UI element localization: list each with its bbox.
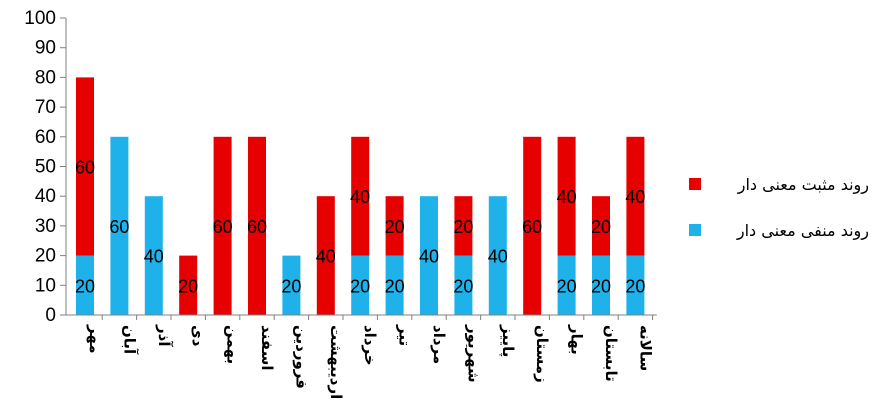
x-tick-label: زمستان	[533, 325, 551, 383]
y-tick-label: 0	[45, 305, 56, 326]
x-tick-label: تابستان	[602, 325, 620, 382]
bar-segment	[557, 136, 576, 256]
data-label: 20	[625, 276, 645, 296]
y-tick-label: 50	[35, 157, 56, 178]
data-label: 60	[109, 217, 129, 237]
bar-segment	[523, 136, 542, 315]
bar-segment	[385, 255, 404, 315]
data-label: 40	[419, 247, 439, 267]
legend-swatch	[689, 178, 701, 190]
y-tick-label: 70	[35, 97, 56, 118]
x-tick-label: اسفند	[258, 325, 276, 370]
bars	[76, 77, 645, 315]
bar-segment	[76, 255, 94, 315]
x-tick-label: اردیبهشت	[327, 325, 345, 399]
bar-segment	[488, 196, 507, 315]
x-tick-label: آبان	[120, 325, 138, 355]
bar-segment	[110, 136, 129, 315]
x-tick-label: خرداد	[361, 325, 379, 366]
data-label: 20	[385, 217, 405, 237]
bar-segment	[420, 196, 438, 315]
data-label: 40	[625, 187, 645, 207]
bar-segment	[351, 255, 370, 315]
bar-segment	[179, 255, 198, 315]
data-label: 20	[385, 276, 405, 296]
bar-segment	[592, 255, 610, 315]
data-label: 40	[144, 247, 164, 267]
x-tick-label: سالانه	[636, 325, 654, 371]
x-tick-label: بهار	[568, 324, 586, 355]
bar-segment	[76, 77, 94, 256]
x-tick-label: آذر	[155, 324, 173, 347]
data-labels: 20 60 60 40 20 60 60 20 40 20 40 20 20 40 20 20 40 60 20 40…	[75, 158, 645, 297]
data-label: 40	[557, 187, 577, 207]
bar-segment	[248, 136, 266, 315]
data-label: 20	[178, 276, 198, 296]
data-label: 20	[557, 276, 577, 296]
y-tick-label: 40	[35, 186, 56, 207]
bar-segment	[454, 255, 473, 315]
bar-segment	[213, 136, 232, 315]
x-tick-label: مهر	[86, 324, 104, 354]
bar-segment	[626, 136, 645, 256]
y-tick-label: 80	[35, 67, 56, 88]
data-label: 20	[281, 276, 301, 296]
x-axis: مهر آبان آذر دی بهمن اسفند فروردین اردیبهشت خردا…	[66, 314, 657, 399]
bar-segment	[592, 196, 610, 256]
data-label: 40	[350, 187, 370, 207]
bar-segment	[351, 136, 370, 256]
data-label: 60	[75, 158, 95, 178]
bar-segment	[385, 196, 404, 256]
x-tick-label: پاییز	[498, 324, 517, 357]
data-label: 20	[350, 276, 370, 296]
bar-segment	[626, 255, 645, 315]
data-label: 20	[591, 217, 611, 237]
y-tick-label: 90	[35, 38, 56, 59]
x-tick-label: فروردین	[292, 325, 310, 389]
legend-label: روند مثبت معنی دار	[737, 175, 869, 195]
bar-segment	[557, 255, 576, 315]
legend-label: روند منفی معنی دار	[736, 221, 869, 241]
y-axis: 0 10 20 30 40 50 60 70 80 90 100	[24, 8, 67, 326]
x-tick-label: بهمن	[224, 325, 242, 364]
bar-segment	[316, 196, 335, 315]
bar-segment	[454, 196, 473, 256]
y-tick-label: 100	[24, 8, 56, 29]
data-label: 60	[213, 217, 233, 237]
y-tick-label: 30	[35, 216, 56, 237]
data-label: 60	[522, 217, 542, 237]
legend: روند مثبت معنی دار روند منفی معنی دار	[689, 175, 869, 241]
data-label: 20	[453, 217, 473, 237]
data-label: 40	[316, 247, 336, 267]
y-tick-label: 60	[35, 127, 56, 148]
y-tick-label: 20	[35, 246, 56, 267]
x-tick-label: تیر	[396, 324, 414, 346]
x-tick-label: شهریور	[464, 324, 482, 383]
x-tick-label: مرداد	[430, 325, 448, 364]
x-tick-label: دی	[189, 325, 207, 347]
data-label: 20	[453, 276, 473, 296]
data-label: 40	[488, 247, 508, 267]
bar-segment	[282, 255, 301, 315]
y-tick-label: 10	[35, 275, 56, 296]
legend-swatch	[689, 224, 701, 236]
data-label: 20	[591, 276, 611, 296]
bar-segment	[144, 196, 163, 315]
data-label: 60	[247, 217, 267, 237]
data-label: 20	[75, 276, 95, 296]
